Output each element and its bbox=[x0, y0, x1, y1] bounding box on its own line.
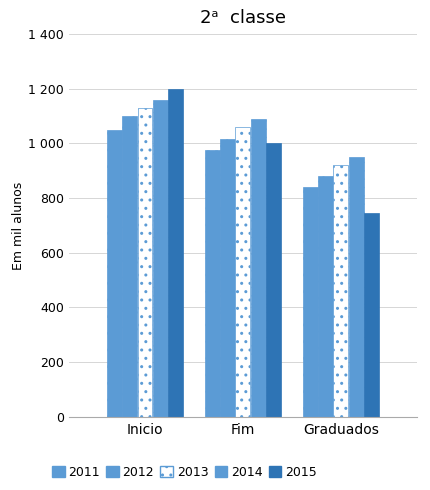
Bar bbox=[349, 157, 364, 416]
Bar bbox=[251, 119, 266, 416]
Bar bbox=[168, 89, 183, 416]
Title: 2ᵃ  classe: 2ᵃ classe bbox=[200, 9, 286, 27]
Bar bbox=[122, 116, 137, 416]
Bar bbox=[205, 150, 220, 416]
Bar bbox=[333, 165, 348, 416]
Legend: 2011, 2012, 2013, 2014, 2015: 2011, 2012, 2013, 2014, 2015 bbox=[47, 461, 322, 484]
Bar bbox=[236, 127, 250, 416]
Bar bbox=[364, 213, 379, 416]
Bar bbox=[266, 144, 281, 416]
Bar bbox=[138, 108, 153, 416]
Bar bbox=[220, 139, 235, 416]
Bar bbox=[318, 176, 333, 416]
Bar bbox=[107, 130, 122, 416]
Y-axis label: Em mil alunos: Em mil alunos bbox=[12, 181, 25, 270]
Bar bbox=[153, 100, 168, 416]
Bar bbox=[303, 187, 318, 416]
